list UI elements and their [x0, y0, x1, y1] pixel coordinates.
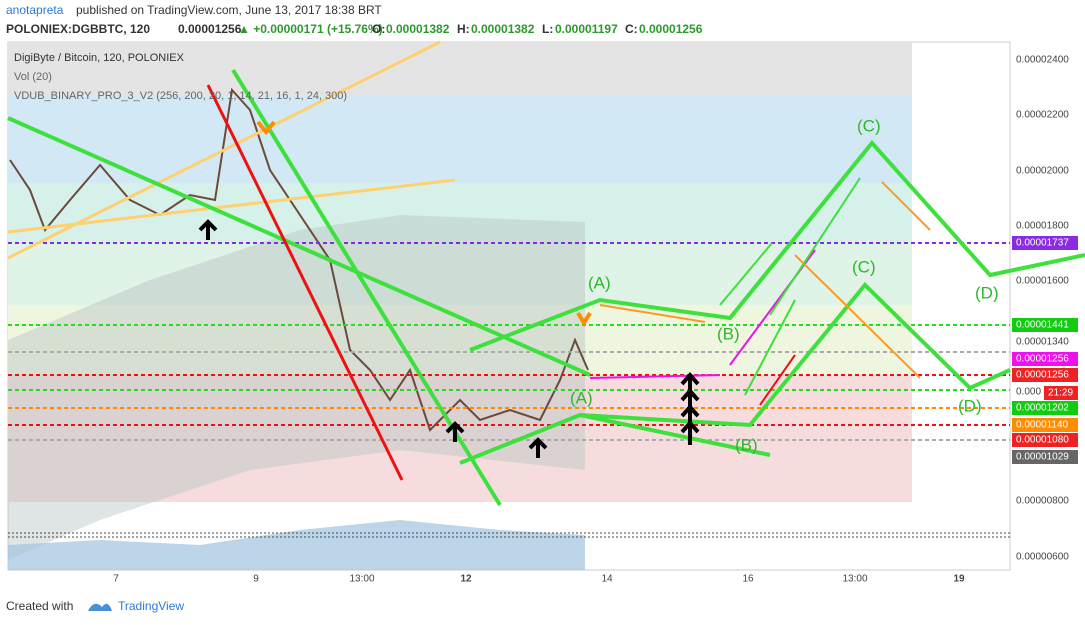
arrows-up: [198, 219, 548, 458]
price-tag-label: 0.00001080: [1016, 435, 1069, 446]
arrow: [769, 177, 861, 316]
wave-label: (C): [857, 116, 881, 135]
price-tag: [1012, 433, 1078, 447]
close-label: C:: [625, 22, 638, 36]
zone: [8, 42, 912, 96]
published: published on TradingView.com, June 13, 2…: [76, 3, 382, 17]
trend-line: [7, 116, 591, 377]
price-tag-label: 0.00001140: [1016, 420, 1069, 431]
arrows-up: [680, 371, 700, 445]
legend-indicator: VDUB_BINARY_PRO_3_V2 (256, 200, 20, 1, 1…: [14, 90, 347, 102]
wave-label: (A): [588, 273, 611, 292]
price-label: 0.00000600: [1016, 552, 1069, 563]
change: ▲ +0.00000171 (+15.76%): [238, 22, 383, 36]
close: 0.00001256: [639, 22, 703, 36]
time-label: 13:00: [842, 574, 867, 585]
price-tag: [1012, 236, 1078, 250]
price-label: 0.00000800: [1016, 496, 1069, 507]
wave-path: [459, 282, 1011, 465]
legend-title: DigiByte / Bitcoin, 120, POLONIEX: [14, 52, 185, 64]
wave-label: (B): [717, 324, 740, 343]
legend-volume: Vol (20): [14, 71, 52, 83]
logo: [88, 603, 112, 611]
time-label: 16: [742, 574, 754, 585]
price-label: 0.00001600: [1016, 276, 1069, 287]
price-label: 0.00001800: [1016, 221, 1069, 232]
arrow: [744, 299, 796, 396]
wave-label: (A): [570, 388, 593, 407]
trend-line: [7, 40, 441, 260]
price-tag: [1012, 318, 1078, 332]
wave-path: [469, 139, 1085, 352]
price-label: 0.00002200: [1016, 110, 1069, 121]
price-tag-label: 0.00001441: [1016, 320, 1069, 331]
price-tag: [1012, 335, 1078, 349]
open-label: O:: [372, 22, 385, 36]
zone: [8, 243, 912, 305]
price-tag: [1012, 401, 1078, 415]
last: 0.00001256: [178, 22, 242, 36]
cloud: [8, 215, 585, 560]
price-tag: [1012, 352, 1078, 366]
time-label: 14: [601, 574, 613, 585]
footer-created: Created with: [6, 599, 73, 613]
price-tag-label: 21:29: [1048, 388, 1073, 399]
arrow: [599, 304, 706, 323]
trend-line: [206, 84, 404, 481]
arrow: [881, 181, 931, 231]
zone: [8, 96, 912, 183]
wave-label: (D): [958, 396, 982, 415]
arrow: [794, 254, 921, 379]
time-label: 19: [953, 574, 965, 585]
arrow: [759, 354, 796, 406]
wave-label: (C): [852, 257, 876, 276]
price-tag-label: 0.00001340: [1016, 337, 1069, 348]
arrow: [589, 374, 721, 379]
symbol: POLONIEX:DGBBTC, 120: [6, 22, 150, 36]
price-label: 0.000: [1016, 387, 1041, 398]
time-label: 12: [460, 574, 472, 585]
high-label: H:: [457, 22, 470, 36]
price-path: [9, 87, 589, 432]
time-label: 13:00: [349, 574, 374, 585]
user[interactable]: anotapreta: [6, 3, 64, 17]
price-label: 0.00002000: [1016, 166, 1069, 177]
low-label: L:: [542, 22, 553, 36]
trend-line: [7, 178, 456, 234]
time-label: 7: [113, 574, 119, 585]
wave-label: (B): [735, 435, 758, 454]
price-tag: [1044, 386, 1078, 400]
low: 0.00001197: [555, 22, 618, 36]
arrow: [719, 242, 773, 306]
price-tag-label: 0.00001256: [1016, 354, 1069, 365]
price-tag-label: 0.00001256: [1016, 370, 1069, 381]
footer-brand[interactable]: TradingView: [118, 599, 184, 613]
price-tag: [1012, 418, 1078, 432]
wave-label: (D): [975, 283, 999, 302]
price-label: 0.00002400: [1016, 55, 1069, 66]
price-tag: [1012, 450, 1078, 464]
high: 0.00001382: [471, 22, 535, 36]
time-label: 9: [253, 574, 259, 585]
arrows-down: [256, 120, 592, 327]
trend-line: [579, 413, 771, 457]
price-tag-label: 0.00001737: [1016, 238, 1069, 249]
open: 0.00001382: [386, 22, 450, 36]
price-tag-label: 0.00001202: [1016, 403, 1069, 414]
price-tag: [1012, 368, 1078, 382]
price-tag-label: 0.00001029: [1016, 452, 1069, 463]
